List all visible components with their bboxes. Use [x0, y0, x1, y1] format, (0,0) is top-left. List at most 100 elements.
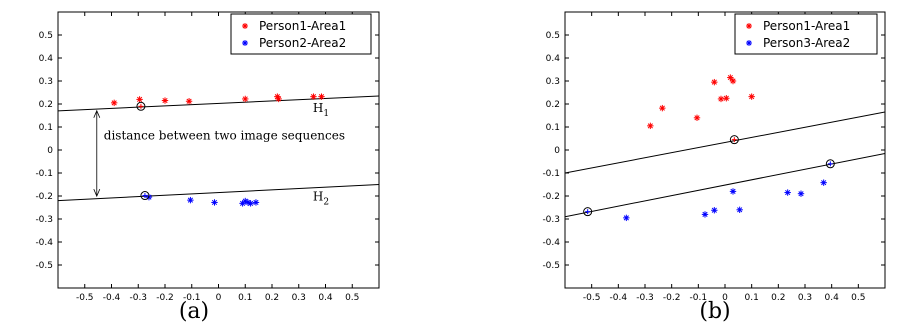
support-circle [140, 191, 150, 201]
data-point [275, 95, 282, 103]
data-point [701, 211, 709, 218]
data-point [211, 199, 218, 206]
marker-stroke [730, 78, 736, 84]
marker-stroke [821, 180, 827, 186]
support-circle [136, 101, 146, 111]
x-tick-label: 0.2 [771, 293, 785, 303]
data-point [110, 99, 118, 107]
data-point [318, 93, 325, 100]
x-tick-label: -0.1 [690, 293, 708, 303]
marker-stroke [186, 98, 192, 104]
x-tick-label: 0.1 [238, 293, 252, 303]
support-vector [136, 101, 146, 111]
data-point [711, 78, 718, 86]
distance-annotation: distance between two image sequences [104, 129, 345, 143]
data-point [797, 190, 805, 197]
data-point [247, 200, 254, 207]
marker-stroke [242, 96, 248, 102]
x-tick-label: 0.5 [851, 293, 865, 303]
x-tick-label: 0.2 [265, 293, 279, 303]
x-tick-label: 0.4 [825, 293, 840, 303]
marker-stroke [727, 74, 733, 81]
legend-marker [746, 23, 752, 29]
lines-group [58, 95, 379, 202]
marker-stroke [737, 207, 743, 213]
y-tick-label: -0.4 [35, 238, 53, 248]
y-tick-label: -0.3 [542, 215, 560, 225]
marker-stroke [310, 94, 317, 100]
y-tick-label: -0.3 [35, 215, 53, 225]
marker-stroke [730, 188, 736, 194]
data-point [736, 206, 743, 213]
data-point [748, 93, 755, 100]
x-tick-label: -0.5 [76, 293, 94, 303]
legend-marker [242, 23, 248, 29]
marker-stroke [647, 123, 653, 129]
x-tick-label: -0.4 [103, 293, 121, 303]
data-point [310, 93, 317, 100]
marker-stroke [785, 189, 791, 196]
marker-stroke [253, 199, 259, 206]
x-tick-label: 0.4 [318, 293, 333, 303]
separating-line [565, 152, 885, 218]
data-point [729, 188, 737, 195]
x-tick-label: -0.1 [183, 293, 201, 303]
y-tick-label: 0 [554, 146, 560, 156]
data-point [711, 207, 718, 214]
data-point [185, 98, 193, 105]
legend-label: Person2-Area2 [259, 36, 346, 50]
data-point [729, 77, 737, 85]
y-tick-label: 0.2 [39, 100, 53, 110]
y-tick-label: 0.2 [546, 100, 560, 110]
y-tick-label: 0.5 [546, 31, 560, 41]
y-tick-label: -0.5 [542, 261, 560, 271]
data-point [820, 179, 827, 186]
line-label-base: H [313, 190, 323, 204]
legend-box [230, 13, 372, 55]
marker-stroke [694, 115, 700, 121]
legend: Person1-Area1 Person2-Area2 [230, 13, 372, 55]
line-label-subscript: 1 [323, 109, 329, 119]
line-label: H1 [313, 101, 329, 119]
y-tick-label: 0.4 [39, 54, 54, 64]
marker-stroke [749, 94, 755, 100]
marker-stroke [711, 79, 717, 85]
data-point [727, 74, 734, 81]
y-tick-label: 0.5 [39, 31, 53, 41]
support-vector [729, 135, 739, 145]
data-point [242, 95, 249, 103]
legend-label: Person3-Area2 [763, 36, 850, 50]
data-point [161, 97, 169, 104]
y-tick-label: -0.5 [35, 261, 53, 271]
x-tick-label: 0 [722, 293, 728, 303]
data-point [659, 104, 666, 112]
y-tick-label: -0.1 [35, 169, 53, 179]
marker-stroke [718, 96, 724, 102]
distance-arrow-head-bottom [93, 188, 101, 198]
legend-label: Person1-Area1 [763, 19, 850, 33]
x-tick-label: 0.5 [345, 293, 359, 303]
x-tick-label: 0.3 [292, 293, 306, 303]
distance-arrow-head-top [93, 109, 101, 118]
y-tick-label: -0.2 [35, 192, 53, 202]
legend-box [734, 13, 878, 55]
y-tick-label: 0.3 [39, 77, 53, 87]
panel-caption: (b) [699, 299, 730, 324]
y-tick-label: -0.1 [542, 169, 560, 179]
data-point [784, 189, 791, 196]
data-point [623, 214, 630, 222]
support-vector [583, 207, 593, 217]
y-tick-label: -0.4 [542, 238, 560, 248]
panel-caption: (a) [179, 299, 209, 324]
x-tick-label: 0.3 [798, 293, 812, 303]
marker-stroke [187, 197, 194, 203]
x-tick-label: -0.4 [610, 293, 628, 303]
y-tick-label: -0.2 [542, 192, 560, 202]
data-point [252, 199, 260, 206]
marker-stroke [211, 199, 218, 206]
line-label: H2 [313, 190, 329, 208]
y-tick-label: 0.4 [546, 54, 561, 64]
panel-b: -0.5 -0.4 -0.3 -0.2 -0.1 0 0.1 0.2 0.3 0.4 0.5 -0.5… [542, 11, 886, 324]
x-tick-label: -0.3 [636, 293, 654, 303]
